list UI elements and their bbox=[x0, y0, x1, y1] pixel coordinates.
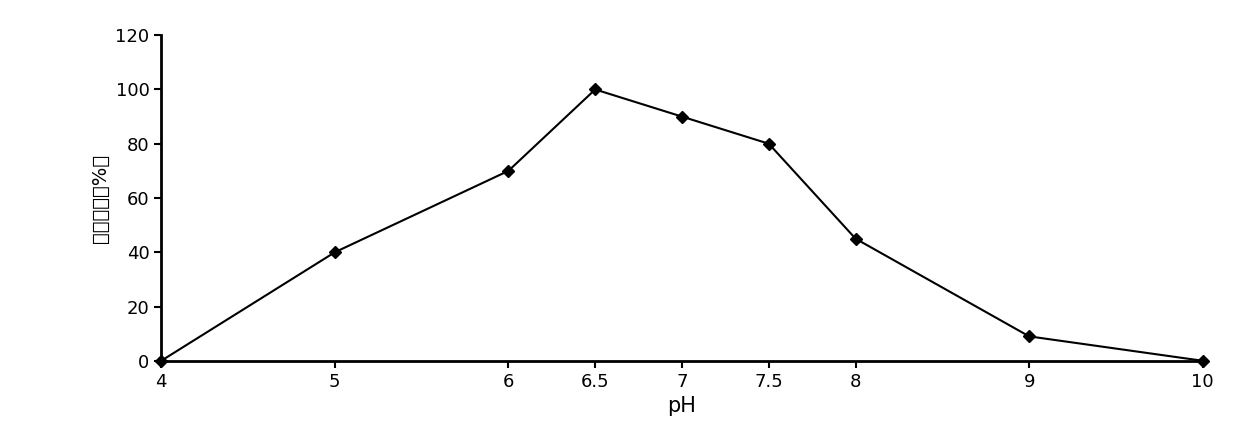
Y-axis label: 相对酶活（%）: 相对酶活（%） bbox=[91, 154, 109, 242]
X-axis label: pH: pH bbox=[667, 396, 697, 416]
